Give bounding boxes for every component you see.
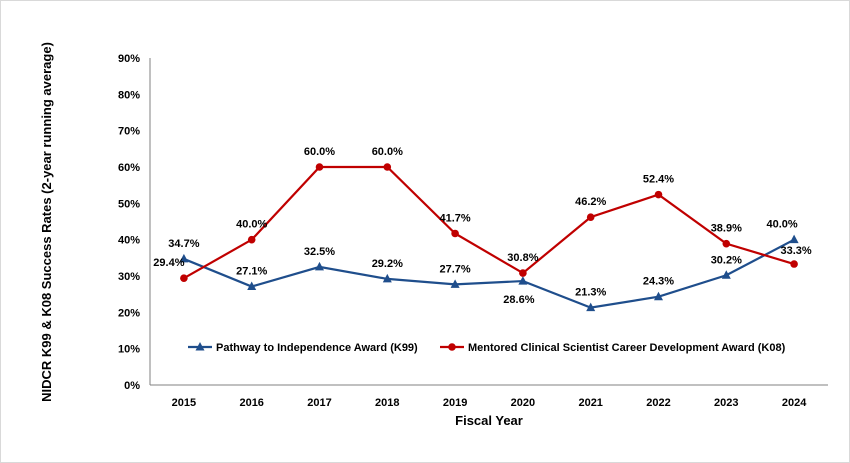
data-label: 38.9% [711,223,742,235]
data-label: 24.3% [643,276,674,288]
y-axis-title: NIDCR K99 & K08 Success Rates (2-year ru… [39,42,54,402]
series-k08: 29.4% 40.0% 60.0% 60.0% 41.7% 30.8% 46.2% 52.4%… [153,146,812,282]
x-tick-label: 2024 [782,397,807,409]
data-label: 28.6% [503,294,534,306]
y-tick-label: 80% [118,89,140,101]
x-tick-label: 2019 [443,397,467,409]
data-label: 30.2% [711,254,742,266]
data-point-triangle [382,273,392,283]
data-point-circle [383,163,392,171]
x-tick-label: 2021 [578,397,602,409]
data-label: 52.4% [643,174,674,186]
data-point-triangle [315,261,324,271]
y-tick-label: 20% [118,307,140,319]
y-tick-label: 70% [118,126,140,138]
y-tick-label: 0% [124,380,140,392]
series-line [183,165,795,280]
data-label: 29.2% [372,258,403,270]
data-label: 60.0% [372,146,403,158]
data-point-circle [722,239,731,248]
x-tick-label: 2022 [646,397,670,409]
data-point-triangle [450,279,460,288]
data-point-circle [315,163,324,171]
data-label: 29.4% [153,257,184,269]
data-point-triangle [586,302,596,312]
x-tick-label: 2023 [714,397,738,409]
legend-triangle-marker [195,342,205,351]
y-tick-label: 30% [118,271,140,283]
data-label: 46.2% [575,196,606,208]
data-point-triangle [721,270,731,279]
series-k99: 34.7% 27.1% 32.5% 29.2% 27.7% 28.6% 21.3% 24.3%… [168,219,799,312]
x-tick-label: 2017 [307,397,331,409]
data-point-circle [586,213,595,221]
data-point-triangle [789,234,799,244]
data-label: 27.7% [439,263,470,275]
data-label: 27.1% [236,266,267,278]
axes: 0% 10% 20% 30% 40% 50% 60% 70% 80% 90% 2015 2016 201… [118,53,828,409]
data-label: 41.7% [439,212,470,224]
y-tick-label: 40% [118,235,140,247]
y-tick-label: 10% [118,344,140,356]
y-tick-label: 50% [118,198,140,210]
x-tick-label: 2015 [172,397,196,409]
y-tick-label: 60% [118,162,140,174]
legend-item-k08: Mentored Clinical Scientist Career Devel… [440,342,786,354]
x-tick-label: 2018 [375,397,399,409]
x-axis-title: Fiscal Year [455,413,523,428]
data-point-circle [180,274,188,282]
data-point-circle [654,190,663,199]
data-label: 30.8% [507,252,538,264]
data-point-circle [247,235,256,244]
legend-item-k99: Pathway to Independence Award (K99) [188,342,418,354]
data-point-circle [519,269,527,277]
y-tick-label: 90% [118,53,140,65]
data-point-triangle [179,253,189,263]
series-line [183,238,795,309]
data-label: 40.0% [766,219,797,231]
x-tick-label: 2020 [511,397,535,409]
legend-circle-marker [448,343,456,351]
data-label: 21.3% [575,287,606,299]
data-label: 40.0% [236,219,267,231]
legend-label: Pathway to Independence Award (K99) [216,342,418,354]
data-point-triangle [518,276,528,285]
data-point-circle [451,229,459,238]
data-point-circle [790,260,798,268]
series-marks: 34.7% 27.1% 32.5% 29.2% 27.7% 28.6% 21.3% 24.3%… [153,146,812,312]
legend-label: Mentored Clinical Scientist Career Devel… [468,342,786,354]
x-tick-label: 2016 [239,397,263,409]
data-label: 60.0% [304,146,335,158]
data-label: 34.7% [168,238,199,250]
data-label: 33.3% [780,245,811,257]
data-point-triangle [247,281,257,291]
legend: Pathway to Independence Award (K99) Mento… [188,342,786,354]
data-label: 32.5% [304,246,335,258]
data-point-triangle [654,291,663,301]
